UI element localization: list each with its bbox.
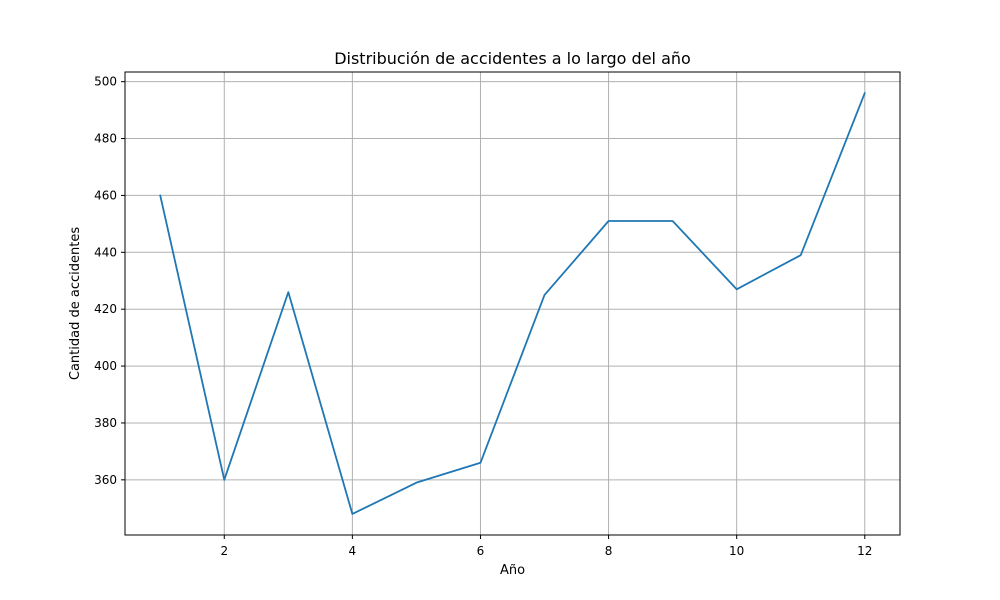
x-tick-label: 12 — [857, 544, 872, 558]
y-axis: 360 380 400 420 440 460 480 500 — [94, 75, 125, 487]
x-tick-label: 4 — [349, 544, 357, 558]
y-tick-label: 440 — [94, 245, 117, 259]
grid — [125, 72, 900, 535]
y-tick-label: 400 — [94, 359, 117, 373]
x-axis: 2 4 6 8 10 12 — [220, 535, 872, 558]
y-tick-label: 360 — [94, 473, 117, 487]
series-layer — [159, 92, 866, 515]
y-tick-label: 480 — [94, 132, 117, 146]
y-tick-label: 500 — [94, 75, 117, 89]
x-tick-label: 6 — [477, 544, 485, 558]
chart-title: Distribución de accidentes a lo largo de… — [334, 49, 691, 68]
y-tick-label: 420 — [94, 302, 117, 316]
y-axis-label: Cantidad de accidentes — [68, 227, 83, 380]
y-tick-label: 460 — [94, 188, 117, 202]
x-tick-label: 8 — [605, 544, 613, 558]
plot-frame — [124, 71, 901, 536]
x-axis-label: Año — [500, 563, 525, 578]
x-tick-label: 2 — [220, 544, 228, 558]
y-tick-label: 380 — [94, 416, 117, 430]
series-line — [159, 92, 866, 515]
x-tick-label: 10 — [729, 544, 744, 558]
